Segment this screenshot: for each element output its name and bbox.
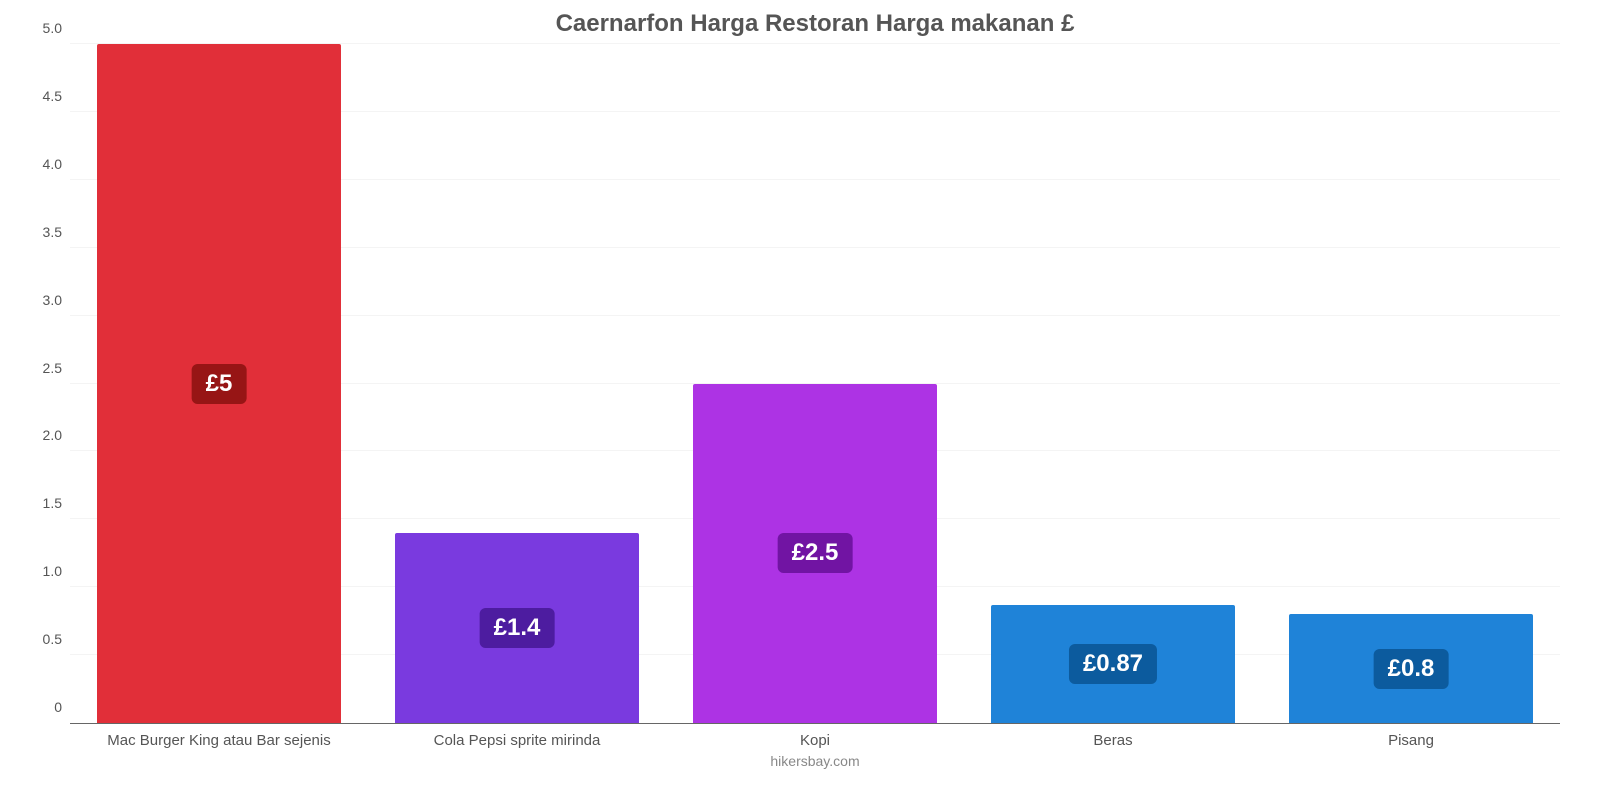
bar-slot: £0.87 — [964, 44, 1262, 723]
credit-text: hikersbay.com — [70, 753, 1560, 769]
y-tick-label: 5.0 — [20, 20, 62, 36]
bar-value-label: £0.87 — [1069, 644, 1157, 684]
bar[interactable]: £2.5 — [693, 384, 937, 724]
bar-value-label: £5 — [192, 364, 247, 404]
bar-slot: £0.8 — [1262, 44, 1560, 723]
y-tick-label: 2.5 — [20, 360, 62, 376]
bar-slot: £5 — [70, 44, 368, 723]
bar-value-label: £1.4 — [480, 608, 555, 648]
bar-slot: £1.4 — [368, 44, 666, 723]
chart-title: Caernarfon Harga Restoran Harga makanan … — [70, 10, 1560, 38]
bar-value-label: £0.8 — [1374, 649, 1449, 689]
plot-area: £5£1.4£2.5£0.87£0.8 00.51.01.52.02.53.03… — [70, 44, 1560, 724]
y-tick-label: 3.0 — [20, 292, 62, 308]
bar-slot: £2.5 — [666, 44, 964, 723]
chart-container: Caernarfon Harga Restoran Harga makanan … — [0, 0, 1600, 800]
x-tick-label: Mac Burger King atau Bar sejenis — [70, 732, 368, 749]
y-tick-label: 2.0 — [20, 427, 62, 443]
x-tick-label: Beras — [964, 732, 1262, 749]
x-axis-labels: Mac Burger King atau Bar sejenisCola Pep… — [70, 732, 1560, 749]
bar-value-label: £2.5 — [778, 533, 853, 573]
bars-group: £5 £1.4 £2.5 £0.87 £0.8 — [70, 44, 1560, 723]
bar[interactable]: £1.4 — [395, 533, 639, 723]
y-tick-label: 1.5 — [20, 495, 62, 511]
y-tick-label: 0.5 — [20, 631, 62, 647]
x-tick-label: Pisang — [1262, 732, 1560, 749]
y-tick-label: 4.0 — [20, 156, 62, 172]
bar[interactable]: £5 — [97, 44, 341, 723]
x-tick-label: Kopi — [666, 732, 964, 749]
x-tick-label: Cola Pepsi sprite mirinda — [368, 732, 666, 749]
y-tick-label: 4.5 — [20, 88, 62, 104]
y-tick-label: 3.5 — [20, 224, 62, 240]
y-tick-label: 0 — [20, 699, 62, 715]
y-tick-label: 1.0 — [20, 563, 62, 579]
bar[interactable]: £0.87 — [991, 605, 1235, 723]
bar[interactable]: £0.8 — [1289, 614, 1533, 723]
